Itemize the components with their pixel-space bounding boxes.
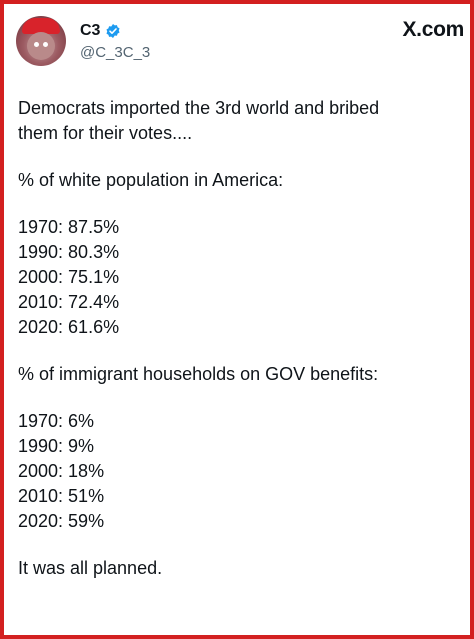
section-1-item: 1990: 80.3% <box>18 242 120 262</box>
section-1-item: 2020: 61.6% <box>18 317 120 337</box>
avatar-face <box>27 32 55 60</box>
closing-line: It was all planned. <box>18 558 163 578</box>
avatar-eye-right <box>43 42 48 47</box>
post-text: Democrats imported the 3rd world and bri… <box>18 96 458 581</box>
section-1-item: 2000: 75.1% <box>18 267 120 287</box>
intro-line-1: Democrats imported the 3rd world and bri… <box>18 98 380 118</box>
section-1-item: 2010: 72.4% <box>18 292 120 312</box>
section-2-item: 2000: 18% <box>18 461 105 481</box>
author-name-row: C3 <box>80 20 121 42</box>
avatar[interactable] <box>16 16 66 66</box>
author-handle[interactable]: @C_3C_3 <box>80 44 151 61</box>
x-logo-brand: X.com <box>402 18 464 41</box>
post-header: C3 @C_3C_3 X.com <box>16 16 464 68</box>
section-2-item: 1970: 6% <box>18 411 95 431</box>
section-2-item: 2020: 59% <box>18 511 105 531</box>
intro-line-2: them for their votes.... <box>18 123 193 143</box>
section-1-title: % of white population in America: <box>18 170 284 190</box>
author-name[interactable]: C3 <box>80 22 101 39</box>
section-2-item: 2010: 51% <box>18 486 105 506</box>
avatar-eye-left <box>34 42 39 47</box>
verified-badge-icon <box>105 23 121 39</box>
section-2-title: % of immigrant households on GOV benefit… <box>18 364 379 384</box>
avatar-cap <box>22 18 60 34</box>
section-1-item: 1970: 87.5% <box>18 217 120 237</box>
section-2-item: 1990: 9% <box>18 436 95 456</box>
